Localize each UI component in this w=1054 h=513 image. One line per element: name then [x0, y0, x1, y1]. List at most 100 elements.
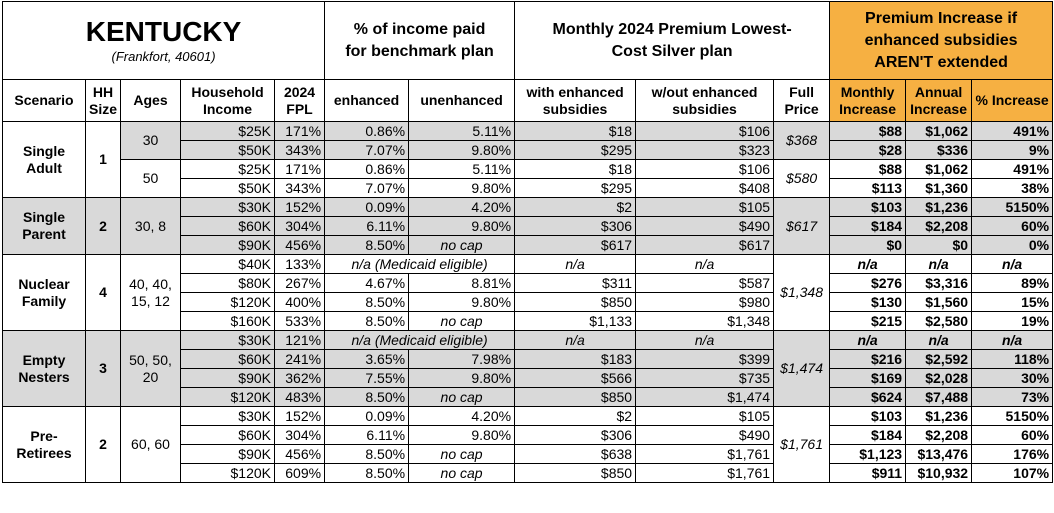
cell-with-subsidies: $850 [514, 292, 637, 312]
cell-enhanced: 0.86% [324, 121, 410, 141]
cell-income: $160K [180, 311, 275, 331]
cell-monthly-increase: $184 [829, 216, 907, 236]
table-row: $60K 241% 3.65% 7.98% $183 $399 $216 $2,592 118% [3, 349, 1054, 369]
cell-with-subsidies: $850 [514, 387, 637, 407]
cell-with-subsidies: $566 [514, 368, 637, 388]
cell-income: $120K [180, 387, 275, 407]
cell-income: $90K [180, 235, 275, 255]
hh-size: 1 [85, 121, 121, 198]
cell-with-subsidies: $311 [514, 273, 637, 293]
cell-annual-increase: $7,488 [905, 387, 973, 407]
cell-income: $90K [180, 368, 275, 388]
cell-fpl: 456% [273, 444, 326, 464]
cell-without-subsidies: $105 [635, 406, 775, 426]
cell-unenhanced: 4.20% [408, 197, 516, 217]
hh-size: 2 [85, 406, 121, 483]
cell-income: $30K [180, 197, 275, 217]
cell-fpl: 133% [273, 254, 326, 274]
cell-pct-increase: 0% [971, 235, 1054, 255]
cell-pct-increase: 5150% [971, 197, 1054, 217]
cell-unenhanced: 4.20% [408, 406, 516, 426]
cell-without-subsidies: $1,761 [635, 463, 775, 483]
cell-with-subsidies: $638 [514, 444, 637, 464]
cell-income: $40K [180, 254, 275, 274]
cell-without-subsidies: $490 [635, 425, 775, 445]
hh-size: 2 [85, 197, 121, 255]
cell-monthly-increase: $88 [829, 159, 907, 179]
cell-annual-increase: n/a [905, 330, 973, 350]
table-row: $120K 483% 8.50% no cap $850 $1,474 $624 $7,488… [3, 387, 1054, 407]
cell-pct-increase: 38% [971, 178, 1054, 198]
cell-enhanced: 7.07% [324, 178, 410, 198]
table-row: $50K 343% 7.07% 9.80% $295 $408 $113 $1,360 38% [3, 178, 1054, 198]
cell-enhanced: 6.11% [324, 425, 410, 445]
column-header: with enhanced subsidies [514, 79, 637, 122]
state-header: KENTUCKY (Frankfort, 40601) [1, 1, 326, 80]
column-header: unenhanced [408, 79, 516, 122]
cell-unenhanced: no cap [408, 311, 516, 331]
cell-pct-increase: 60% [971, 425, 1054, 445]
cell-annual-increase: $1,236 [905, 197, 973, 217]
cell-monthly-increase: $276 [829, 273, 907, 293]
cell-with-subsidies: $617 [514, 235, 637, 255]
cell-without-subsidies: n/a [635, 330, 775, 350]
full-price: $1,348 [773, 254, 831, 331]
hh-size: 4 [85, 254, 121, 331]
cell-enhanced: 7.07% [324, 140, 410, 160]
cell-pct-increase: 176% [971, 444, 1054, 464]
cell-annual-increase: $2,580 [905, 311, 973, 331]
cell-unenhanced: no cap [408, 235, 516, 255]
cell-fpl: 343% [273, 178, 326, 198]
increase-text: Premium Increase if enhanced subsidies A… [864, 9, 1018, 71]
cell-fpl: 304% [273, 425, 326, 445]
cell-unenhanced: 9.80% [408, 178, 516, 198]
cell-enhanced: 7.55% [324, 368, 410, 388]
cell-annual-increase: $0 [905, 235, 973, 255]
cell-enhanced: 8.50% [324, 311, 410, 331]
cell-unenhanced: no cap [408, 387, 516, 407]
cell-pct-increase: 5150% [971, 406, 1054, 426]
cell-enhanced: n/a (Medicaid eligible) [324, 254, 516, 274]
cell-with-subsidies: $183 [514, 349, 637, 369]
full-price: $368 [773, 121, 831, 160]
cell-with-subsidies: $295 [514, 140, 637, 160]
cell-fpl: 343% [273, 140, 326, 160]
cell-without-subsidies: $408 [635, 178, 775, 198]
cell-annual-increase: $10,932 [905, 463, 973, 483]
cell-enhanced: 0.09% [324, 197, 410, 217]
cell-without-subsidies: $980 [635, 292, 775, 312]
cell-income: $120K [180, 292, 275, 312]
cell-monthly-increase: $28 [829, 140, 907, 160]
cell-pct-increase: 491% [971, 159, 1054, 179]
cell-enhanced: 8.50% [324, 387, 410, 407]
cell-fpl: 152% [273, 406, 326, 426]
cell-pct-increase: 15% [971, 292, 1054, 312]
cell-without-subsidies: $735 [635, 368, 775, 388]
cell-enhanced: 8.50% [324, 444, 410, 464]
cell-unenhanced: no cap [408, 463, 516, 483]
column-header: Full Price [773, 79, 831, 122]
cell-pct-increase: 491% [971, 121, 1054, 141]
cell-with-subsidies: $2 [514, 197, 637, 217]
cell-unenhanced: 9.80% [408, 425, 516, 445]
cell-annual-increase: $3,316 [905, 273, 973, 293]
cell-pct-increase: 60% [971, 216, 1054, 236]
cell-fpl: 241% [273, 349, 326, 369]
increase-header: Premium Increase if enhanced subsidies A… [829, 1, 1054, 80]
cell-monthly-increase: $103 [829, 406, 907, 426]
cell-enhanced: 0.09% [324, 406, 410, 426]
cell-fpl: 304% [273, 216, 326, 236]
cell-annual-increase: $2,208 [905, 216, 973, 236]
cell-monthly-increase: $169 [829, 368, 907, 388]
cell-without-subsidies: $490 [635, 216, 775, 236]
full-price: $1,474 [773, 330, 831, 407]
cell-income: $50K [180, 178, 275, 198]
cell-annual-increase: $2,592 [905, 349, 973, 369]
scenario: Single Adult [2, 121, 86, 198]
cell-income: $25K [180, 121, 275, 141]
cell-pct-increase: 30% [971, 368, 1054, 388]
income-share-text: % of income paid for benchmark plan [345, 20, 494, 60]
cell-fpl: 609% [273, 463, 326, 483]
premium-text: Monthly 2024 Premium Lowest-Cost Silver … [552, 20, 792, 60]
